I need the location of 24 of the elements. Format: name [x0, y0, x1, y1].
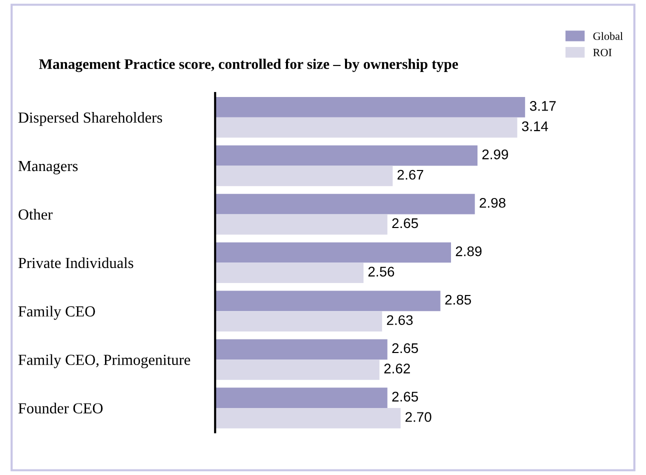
data-label: 2.62: [384, 364, 410, 374]
data-label: 2.65: [392, 218, 418, 228]
y-tick-label: Family CEO: [18, 306, 95, 320]
data-label: 2.70: [406, 412, 432, 422]
y-tick-label: Dispersed Shareholders: [18, 112, 162, 126]
data-label: 2.65: [392, 343, 418, 354]
data-label: 3.14: [522, 121, 548, 132]
y-tick-label: Managers: [18, 161, 78, 174]
y-tick-label: Other: [18, 208, 53, 220]
data-label: 2.63: [386, 315, 413, 326]
data-label: 3.17: [530, 101, 556, 111]
data-label: 2.67: [398, 170, 424, 180]
y-tick-label: Founder CEO: [18, 402, 103, 414]
data-label: 2.56: [368, 266, 394, 277]
data-label: 2.99: [482, 149, 508, 160]
data-label: 2.98: [480, 198, 506, 208]
legend-label: ROI: [593, 48, 612, 56]
data-label: 2.85: [445, 294, 472, 305]
y-tick-label: Family CEO, Primogeniture: [18, 354, 190, 368]
data-label: 2.89: [456, 246, 482, 256]
y-tick-label: Private Individuals: [18, 257, 134, 268]
legend-label: Global: [593, 32, 623, 40]
chart-title: Management Practice score, controlled for size – by ownership type: [39, 58, 458, 72]
data-label: 2.65: [392, 392, 418, 402]
